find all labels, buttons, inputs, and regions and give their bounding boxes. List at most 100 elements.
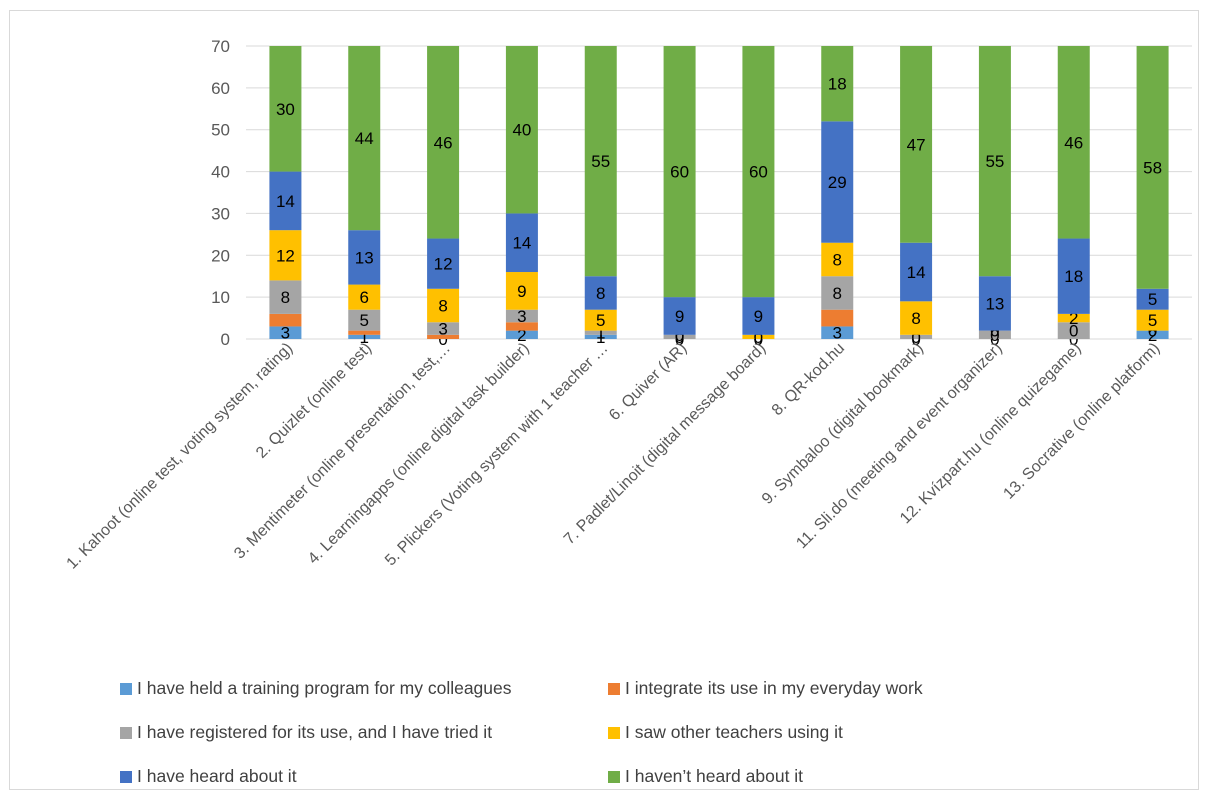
y-tick-label: 70 (211, 37, 230, 56)
legend-item: I integrate its use in my everyday work (608, 678, 923, 699)
bar-segment (505, 46, 538, 214)
bar-segment (742, 46, 775, 298)
bar-segment (584, 309, 617, 331)
data-label: 2 (1069, 309, 1078, 328)
bar-segment (663, 297, 696, 335)
bar-segment (1136, 309, 1169, 331)
data-label: 14 (276, 192, 295, 211)
data-label: 0 (990, 322, 999, 341)
legend-swatch (120, 682, 132, 695)
legend-swatch (120, 770, 132, 783)
data-label: 3 (438, 320, 447, 339)
data-label: 5 (596, 311, 605, 330)
data-label: 0 (1148, 322, 1157, 341)
bar-segment (584, 330, 617, 335)
data-label: 0 (754, 330, 763, 349)
bar-segment (348, 46, 381, 231)
data-label: 18 (1064, 267, 1083, 286)
x-tick-label: 8. QR-kod.hu (769, 340, 848, 419)
bar-segment (348, 284, 381, 310)
x-tick-label: 9. Symbaloo (digital bookmark) (759, 340, 927, 508)
data-label: 12 (434, 255, 453, 274)
legend-label: I integrate its use in my everyday work (625, 678, 923, 698)
legend-item: I saw other teachers using it (608, 722, 843, 743)
bar-segment (505, 309, 538, 323)
bar-segment (900, 334, 933, 339)
data-label: 0 (1069, 322, 1078, 341)
bar-segment (348, 230, 381, 285)
data-label: 55 (591, 152, 610, 171)
data-label: 55 (985, 152, 1004, 171)
bar-segment (269, 326, 302, 339)
data-label: 8 (833, 284, 842, 303)
data-label: 0 (990, 330, 999, 349)
y-tick-label: 60 (211, 79, 230, 98)
y-tick-label: 40 (211, 163, 230, 182)
bar-segment (821, 276, 854, 310)
data-label: 8 (911, 309, 920, 328)
bar-segment (1057, 313, 1090, 323)
y-tick-label: 20 (211, 246, 230, 265)
bar-segment (427, 238, 460, 289)
data-label: 29 (828, 173, 847, 192)
data-label: 0 (1069, 330, 1078, 349)
data-label: 3 (281, 324, 290, 343)
y-tick-label: 30 (211, 204, 230, 223)
data-label: 0 (990, 326, 999, 345)
legend-swatch (608, 682, 620, 695)
bar-segment (505, 322, 538, 331)
bar-segment (821, 309, 854, 327)
data-label: 2 (1148, 326, 1157, 345)
data-label: 2 (517, 326, 526, 345)
data-label: 0 (911, 330, 920, 349)
bar-segment (269, 313, 302, 327)
bar-segment (900, 301, 933, 335)
bar-segment (1057, 322, 1090, 339)
bar-segment (427, 46, 460, 239)
bar-segment (821, 326, 854, 339)
x-tick-label: 6. Quiver (AR) (606, 340, 690, 424)
data-label: 0 (911, 328, 920, 347)
data-label: 9 (754, 307, 763, 326)
bar-segment (1136, 288, 1169, 310)
data-label: 6 (360, 288, 369, 307)
data-label: 46 (1064, 133, 1083, 152)
bar-segment (1057, 238, 1090, 314)
data-label: 9 (675, 307, 684, 326)
data-label: 5 (360, 311, 369, 330)
y-tick-label: 0 (221, 330, 230, 349)
data-label: 5 (1148, 290, 1157, 309)
x-tick-label: 13. Socrative (online platform) (1000, 340, 1163, 503)
data-label: 13 (355, 248, 374, 267)
data-label: 60 (749, 163, 768, 182)
legend-item: I haven’t heard about it (608, 766, 803, 787)
y-tick-label: 10 (211, 288, 230, 307)
data-label: 0 (438, 330, 447, 349)
legend-swatch (120, 726, 132, 739)
data-label: 12 (276, 246, 295, 265)
bar-segment (821, 46, 854, 122)
bar-segment (821, 242, 854, 277)
bar-segment (1136, 330, 1169, 339)
bar-segment (978, 330, 1011, 339)
data-label: 14 (512, 234, 531, 253)
legend-label: I saw other teachers using it (625, 722, 843, 742)
legend-label: I have registered for its use, and I hav… (137, 722, 493, 742)
data-label: 8 (281, 288, 290, 307)
data-label: 1 (596, 328, 605, 347)
bar-segment (427, 288, 460, 323)
data-label: 0 (754, 330, 763, 349)
data-label: 0 (675, 326, 684, 345)
legend-swatch (608, 770, 620, 783)
bar-segment (663, 46, 696, 298)
data-label: 5 (1148, 311, 1157, 330)
chart-frame: 0 10 20 30 40 50 60 70 3 8 12 14 30 1. Kahoot (online… (9, 10, 1199, 790)
data-label: 46 (434, 133, 453, 152)
bar-segment (505, 213, 538, 273)
legend-label: I have held a training program for my co… (137, 678, 512, 698)
bar-segment (978, 46, 1011, 277)
data-label: 8 (438, 297, 447, 316)
data-label: 60 (670, 163, 689, 182)
data-label: 58 (1143, 158, 1162, 177)
data-label: 0 (675, 328, 684, 347)
